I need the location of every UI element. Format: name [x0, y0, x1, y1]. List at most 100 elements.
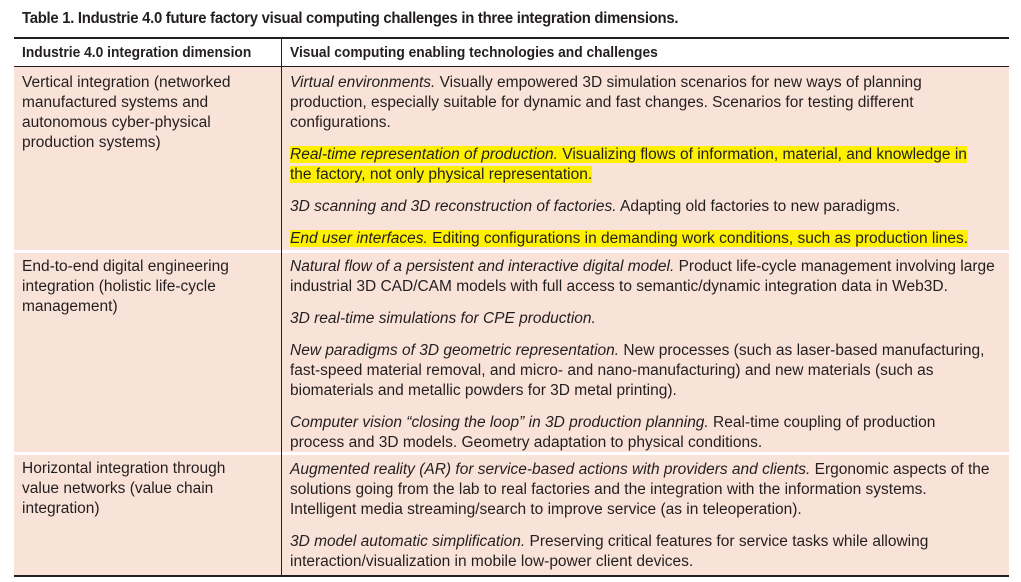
challenge-line: interaction/visualization in mobile low-… — [290, 552, 928, 572]
column-header-dimension: Industrie 4.0 integration dimension — [22, 44, 252, 61]
dimension-line: integration) — [22, 500, 100, 517]
description-text: Ergonomic aspects of the — [810, 461, 990, 478]
line-text: fast-speed material removal, and micro- … — [290, 362, 934, 379]
challenge-line: 3D model automatic simplification. Prese… — [290, 532, 928, 552]
technology-term: 3D real-time simulations for CPE product… — [290, 310, 596, 327]
description-text: solutions going from the lab to real fac… — [290, 481, 927, 498]
challenge-item: 3D scanning and 3D reconstruction of fac… — [290, 197, 900, 217]
line-text: interaction/visualization in mobile low-… — [290, 553, 693, 570]
line-text: Intelligent media streaming/search to im… — [290, 501, 802, 518]
challenge-item: 3D real-time simulations for CPE product… — [290, 309, 596, 329]
description-text: fast-speed material removal, and micro- … — [290, 362, 934, 379]
challenge-line: Augmented reality (AR) for service-based… — [290, 460, 990, 480]
description-text: Intelligent media streaming/search to im… — [290, 501, 802, 518]
challenge-line: Real-time representation of production. … — [290, 145, 967, 165]
line-text: Natural flow of a persistent and interac… — [290, 258, 995, 275]
text-highlight: the factory, not only physical represent… — [290, 166, 593, 183]
description-text: Preserving critical features for service… — [525, 533, 929, 550]
line-text: Virtual environments. Visually empowered… — [290, 74, 922, 91]
line-text: solutions going from the lab to real fac… — [290, 481, 927, 498]
dimension-line: Vertical integration (networked — [22, 74, 231, 91]
description-text: interaction/visualization in mobile low-… — [290, 553, 694, 570]
line-text: 3D scanning and 3D reconstruction of fac… — [290, 198, 900, 215]
challenge-line: 3D scanning and 3D reconstruction of fac… — [290, 197, 900, 217]
challenge-item: 3D model automatic simplification. Prese… — [290, 532, 928, 572]
challenge-item: New paradigms of 3D geometric representa… — [290, 341, 984, 401]
dimension-line: autonomous cyber-physical — [22, 114, 211, 131]
technology-term: End user interfaces. — [290, 230, 428, 247]
description-text: industrial 3D CAD/CAM models with full a… — [290, 278, 948, 295]
technology-term: Real-time representation of production. — [290, 146, 558, 163]
challenge-line: production, especially suitable for dyna… — [290, 93, 922, 113]
line-text: production, especially suitable for dyna… — [290, 94, 914, 111]
challenge-item: Virtual environments. Visually empowered… — [290, 73, 922, 133]
challenge-item: Natural flow of a persistent and interac… — [290, 257, 995, 297]
challenge-line: industrial 3D CAD/CAM models with full a… — [290, 277, 995, 297]
description-text: New processes (such as laser-based manuf… — [619, 342, 985, 359]
dimension-line: management) — [22, 298, 118, 315]
line-text: Computer vision “closing the loop” in 3D… — [290, 414, 935, 431]
line-text: industrial 3D CAD/CAM models with full a… — [290, 278, 948, 295]
highlighted-challenge-item: Real-time representation of production. … — [290, 145, 967, 185]
challenge-line: Intelligent media streaming/search to im… — [290, 500, 990, 520]
technology-term: 3D scanning and 3D reconstruction of fac… — [290, 198, 617, 215]
row-background-end-to-end — [14, 253, 1009, 452]
dimension-cell: Horizontal integration through value netw… — [22, 459, 225, 519]
challenge-item: Augmented reality (AR) for service-based… — [290, 460, 990, 520]
line-text: 3D model automatic simplification. Prese… — [290, 533, 928, 550]
line-text: configurations. — [290, 114, 391, 131]
row-background-horizontal — [14, 455, 1009, 575]
description-text: process and 3D models. Geometry adaptati… — [290, 434, 763, 451]
dimension-cell: End-to-end digital engineering integratio… — [22, 257, 229, 317]
challenge-line: solutions going from the lab to real fac… — [290, 480, 990, 500]
description-text: production, especially suitable for dyna… — [290, 94, 914, 111]
challenge-line: 3D real-time simulations for CPE product… — [290, 309, 596, 329]
header-rule — [14, 66, 1009, 67]
dimension-line: production systems) — [22, 134, 161, 151]
description-text: Real-time coupling of production — [708, 414, 936, 431]
dimension-line: Horizontal integration through — [22, 460, 226, 477]
technology-term: Computer vision “closing the loop” in 3D… — [290, 414, 709, 431]
description-text: Visually empowered 3D simulation scenari… — [435, 74, 922, 91]
challenge-line: New paradigms of 3D geometric representa… — [290, 341, 984, 361]
dimension-line: integration (holistic life-cycle — [22, 278, 216, 295]
top-rule — [14, 37, 1009, 39]
technology-term: New paradigms of 3D geometric representa… — [290, 342, 620, 359]
highlighted-challenge-item: End user interfaces. Editing configurati… — [290, 229, 969, 249]
challenge-line: Natural flow of a persistent and interac… — [290, 257, 995, 277]
line-text: biomaterials and metallic powders for 3D… — [290, 382, 677, 399]
line-text: New paradigms of 3D geometric representa… — [290, 342, 984, 359]
bottom-rule — [14, 575, 1009, 577]
challenge-line: End user interfaces. Editing configurati… — [290, 229, 969, 249]
column-divider — [281, 67, 282, 575]
challenge-line: biomaterials and metallic powders for 3D… — [290, 381, 984, 401]
description-text: Product life-cycle management involving … — [674, 258, 995, 275]
description-text: biomaterials and metallic powders for 3D… — [290, 382, 677, 399]
description-text: Editing configurations in demanding work… — [427, 230, 969, 247]
line-text: 3D real-time simulations for CPE product… — [290, 310, 596, 327]
dimension-line: End-to-end digital engineering — [22, 258, 229, 275]
challenge-line: Virtual environments. Visually empowered… — [290, 73, 922, 93]
technology-term: Augmented reality (AR) for service-based… — [290, 461, 811, 478]
challenge-line: Computer vision “closing the loop” in 3D… — [290, 413, 935, 433]
description-text: configurations. — [290, 114, 391, 131]
challenge-item: Computer vision “closing the loop” in 3D… — [290, 413, 935, 453]
challenge-line: the factory, not only physical represent… — [290, 165, 967, 185]
technology-term: Virtual environments. — [290, 74, 436, 91]
table-caption: Table 1. Industrie 4.0 future factory vi… — [22, 10, 679, 27]
column-header-technologies: Visual computing enabling technologies a… — [290, 44, 658, 61]
text-highlight: End user interfaces. Editing configurati… — [290, 230, 969, 247]
description-text: Visualizing flows of information, materi… — [557, 146, 967, 163]
dimension-line: value networks (value chain — [22, 480, 214, 497]
description-text: Adapting old factories to new paradigms. — [616, 198, 901, 215]
technology-term: Natural flow of a persistent and interac… — [290, 258, 675, 275]
line-text: process and 3D models. Geometry adaptati… — [290, 434, 762, 451]
description-text: the factory, not only physical represent… — [290, 166, 593, 183]
technology-term: 3D model automatic simplification. — [290, 533, 526, 550]
text-highlight: Real-time representation of production. … — [290, 146, 967, 163]
dimension-line: manufactured systems and — [22, 94, 209, 111]
header-column-divider — [281, 38, 282, 67]
line-text: Augmented reality (AR) for service-based… — [290, 461, 990, 478]
challenge-line: process and 3D models. Geometry adaptati… — [290, 433, 935, 453]
dimension-cell: Vertical integration (networked manufactu… — [22, 73, 231, 153]
